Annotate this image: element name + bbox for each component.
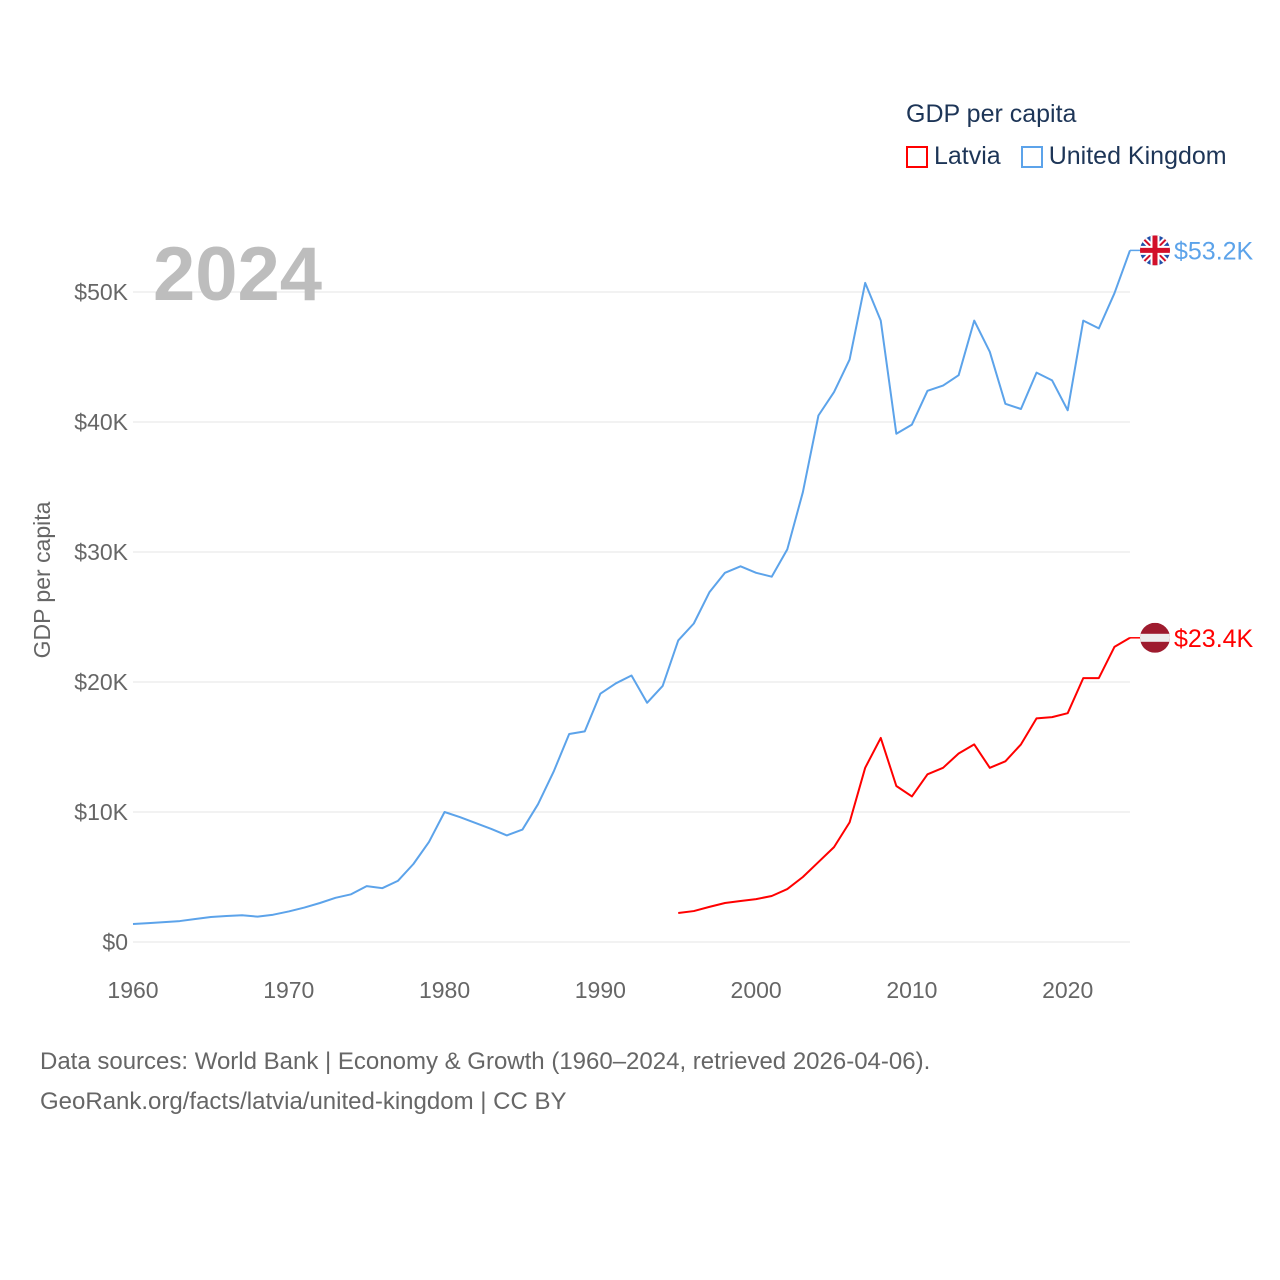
end-value-label: $53.2K — [1174, 237, 1254, 265]
x-tick-label: 1980 — [419, 977, 470, 1003]
source-note: Data sources: World Bank | Economy & Gro… — [40, 1042, 930, 1122]
y-axis-label: GDP per capita — [29, 501, 55, 658]
end-value-label: $23.4K — [1174, 625, 1254, 653]
legend: Latvia United Kingdom — [906, 142, 1227, 171]
legend-label: United Kingdom — [1048, 142, 1227, 170]
x-tick-label: 2010 — [886, 977, 937, 1003]
series-line-latvia — [678, 636, 1131, 915]
source-link[interactable]: GeoRank.org/facts/latvia/united-kingdom … — [40, 1088, 567, 1115]
source-line: Data sources: World Bank | Economy & Gro… — [40, 1048, 931, 1075]
x-tick-label: 2020 — [1042, 977, 1093, 1003]
flag-cross-red — [1140, 235, 1170, 266]
legend-swatch-latvia — [906, 145, 928, 168]
y-tick-label: $30K — [74, 539, 128, 565]
legend-item-latvia[interactable]: Latvia — [906, 142, 1001, 171]
x-tick-label: 1960 — [107, 977, 158, 1003]
flag-stripe — [1140, 633, 1170, 642]
legend-title: GDP per capita — [906, 100, 1077, 128]
legend-label: Latvia — [934, 142, 1001, 170]
legend-item-uk[interactable]: United Kingdom — [1020, 142, 1227, 171]
y-tick-label: $40K — [74, 409, 128, 435]
y-tick-label: $20K — [74, 669, 128, 695]
y-tick-label: $50K — [74, 279, 128, 305]
x-tick-label: 1990 — [575, 977, 626, 1003]
year-watermark: 2024 — [153, 232, 322, 317]
y-tick-label: $0 — [102, 929, 128, 955]
x-tick-label: 1970 — [263, 977, 314, 1003]
legend-swatch-uk — [1020, 145, 1043, 168]
series-line-united-kingdom — [132, 250, 1131, 926]
y-tick-label: $10K — [74, 799, 128, 825]
flag-body — [1140, 622, 1170, 653]
x-tick-label: 2000 — [731, 977, 782, 1003]
flag-body — [1140, 235, 1170, 266]
uk-flag-icon — [1140, 235, 1170, 266]
latvia-flag-icon — [1140, 622, 1170, 653]
